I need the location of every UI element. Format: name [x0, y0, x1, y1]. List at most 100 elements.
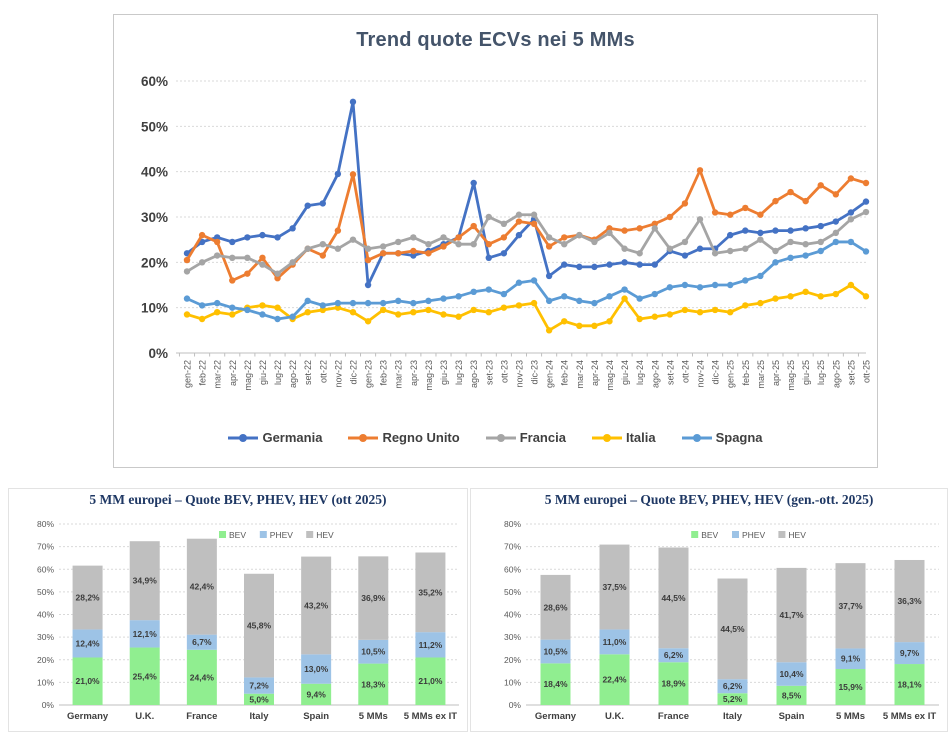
bar-chart-1-svg: 0% 10% 20% 30% 40% 50% 60% 70% 80% BEV PHEV HEV 21,0…	[37, 519, 459, 722]
legend-item-regno-unito: Regno Unito	[348, 430, 460, 445]
svg-text:5,0%: 5,0%	[249, 694, 269, 704]
svg-text:ott-25: ott-25	[862, 360, 872, 383]
svg-text:50%: 50%	[37, 587, 54, 597]
svg-text:7,2%: 7,2%	[249, 681, 269, 691]
svg-text:37,5%: 37,5%	[602, 582, 627, 592]
bar-spain: 8,5% 10,4% 41,7% Spain	[776, 567, 807, 722]
svg-text:24,4%: 24,4%	[190, 672, 215, 682]
svg-text:Germany: Germany	[535, 711, 577, 722]
svg-text:BEV: BEV	[229, 530, 246, 540]
svg-text:6,7%: 6,7%	[192, 637, 212, 647]
bar-chart-1-title: 5 MM europei – Quote BEV, PHEV, HEV (ott…	[89, 492, 387, 507]
svg-text:PHEV: PHEV	[742, 530, 765, 540]
svg-text:30%: 30%	[141, 210, 168, 225]
svg-text:nov-24: nov-24	[696, 360, 706, 388]
svg-text:11,2%: 11,2%	[419, 640, 443, 650]
svg-text:ott-23: ott-23	[499, 360, 509, 383]
svg-text:5 MMs: 5 MMs	[836, 711, 865, 722]
svg-text:37,7%: 37,7%	[838, 601, 863, 611]
svg-text:HEV: HEV	[316, 530, 334, 540]
svg-text:12,4%: 12,4%	[76, 638, 101, 648]
svg-text:Spain: Spain	[779, 711, 805, 722]
svg-text:36,3%: 36,3%	[897, 596, 922, 606]
svg-text:0%: 0%	[509, 700, 522, 710]
bar-5-mms: 15,9% 9,1% 37,7% 5 MMs	[835, 563, 866, 722]
x-axis	[176, 352, 866, 357]
svg-text:6,2%: 6,2%	[723, 681, 743, 691]
svg-text:mag-23: mag-23	[424, 360, 434, 391]
svg-text:44,5%: 44,5%	[661, 593, 686, 603]
svg-text:9,1%: 9,1%	[841, 654, 861, 664]
bar-germany: 21,0% 12,4% 28,2% Germany	[67, 565, 109, 722]
svg-text:40%: 40%	[504, 610, 521, 620]
svg-text:21,0%: 21,0%	[76, 676, 101, 686]
svg-text:5,2%: 5,2%	[723, 694, 743, 704]
bar-italy: 5,2% 6,2% 44,5% Italy	[717, 578, 748, 722]
bar-legend: BEV PHEV HEV	[219, 530, 334, 540]
legend-item-italia: Italia	[591, 430, 656, 445]
svg-text:France: France	[658, 711, 689, 722]
svg-text:lug-22: lug-22	[273, 360, 283, 385]
legend-label: Francia	[519, 430, 566, 445]
svg-text:gen-25: gen-25	[726, 360, 736, 388]
svg-text:80%: 80%	[37, 519, 54, 529]
y-axis-labels: 0% 10% 20% 30% 40% 50% 60% 70% 80%	[504, 519, 521, 710]
bar-5-mms-ex-it: 18,1% 9,7% 36,3% 5 MMs ex IT	[883, 559, 937, 722]
svg-text:nov-22: nov-22	[333, 360, 343, 388]
legend-label: Germania	[262, 430, 323, 445]
svg-text:10%: 10%	[504, 677, 521, 687]
svg-text:35,2%: 35,2%	[418, 587, 443, 597]
svg-text:mar-23: mar-23	[394, 360, 404, 389]
bar-chart-ott-2025: 5 MM europei – Quote BEV, PHEV, HEV (ott…	[8, 488, 468, 732]
gridlines	[526, 523, 939, 683]
svg-text:apr-25: apr-25	[771, 360, 781, 386]
bar-france: 24,4% 6,7% 42,4% France	[186, 538, 217, 722]
svg-text:50%: 50%	[141, 119, 168, 134]
svg-text:set-23: set-23	[484, 360, 494, 385]
svg-text:BEV: BEV	[701, 530, 718, 540]
svg-text:40%: 40%	[141, 165, 168, 180]
svg-text:42,4%: 42,4%	[190, 582, 215, 592]
svg-text:apr-23: apr-23	[409, 360, 419, 386]
legend-item-spagna: Spagna	[681, 430, 763, 445]
svg-text:mar-22: mar-22	[213, 360, 223, 389]
legend-label: Spagna	[715, 430, 763, 445]
svg-text:18,1%: 18,1%	[897, 680, 922, 690]
bar-5-mms: 18,3% 10,5% 36,9% 5 MMs	[358, 556, 389, 722]
svg-text:giu-23: giu-23	[439, 360, 449, 385]
series-italia	[183, 281, 870, 334]
svg-text:giu-22: giu-22	[258, 360, 268, 385]
svg-text:apr-22: apr-22	[228, 360, 238, 386]
svg-text:gen-23: gen-23	[364, 360, 374, 388]
svg-text:U.K.: U.K.	[605, 711, 624, 722]
svg-text:9,7%: 9,7%	[900, 648, 920, 658]
svg-text:giu-25: giu-25	[801, 360, 811, 385]
y-axis-labels: 0% 10% 20% 30% 40% 50% 60%	[141, 74, 168, 361]
svg-text:50%: 50%	[504, 587, 521, 597]
svg-text:30%: 30%	[37, 632, 54, 642]
svg-text:feb-24: feb-24	[560, 360, 570, 386]
legend-marker-icon	[591, 433, 622, 442]
legend-marker-icon	[485, 433, 516, 442]
svg-text:mag-22: mag-22	[243, 360, 253, 391]
trend-line-chart: Trend quote ECVs nei 5 MMs 0% 10% 20% 30% 40…	[113, 14, 878, 468]
svg-text:10,5%: 10,5%	[361, 647, 386, 657]
svg-text:5 MMs ex IT: 5 MMs ex IT	[883, 711, 937, 722]
svg-text:9,4%: 9,4%	[306, 689, 326, 699]
svg-text:10,5%: 10,5%	[543, 646, 568, 656]
svg-text:8,5%: 8,5%	[782, 690, 802, 700]
svg-text:20%: 20%	[504, 655, 521, 665]
legend-item-francia: Francia	[485, 430, 566, 445]
legend-marker-icon	[348, 433, 379, 442]
svg-text:dic-23: dic-23	[530, 360, 540, 385]
svg-text:41,7%: 41,7%	[779, 610, 804, 620]
y-axis-labels: 0% 10% 20% 30% 40% 50% 60% 70% 80%	[37, 519, 54, 710]
svg-text:80%: 80%	[504, 519, 521, 529]
svg-text:30%: 30%	[504, 632, 521, 642]
series-regno-unito	[183, 167, 870, 284]
svg-text:10%: 10%	[141, 301, 168, 316]
svg-text:mar-25: mar-25	[756, 360, 766, 389]
svg-text:70%: 70%	[504, 542, 521, 552]
svg-text:mag-25: mag-25	[786, 360, 796, 391]
